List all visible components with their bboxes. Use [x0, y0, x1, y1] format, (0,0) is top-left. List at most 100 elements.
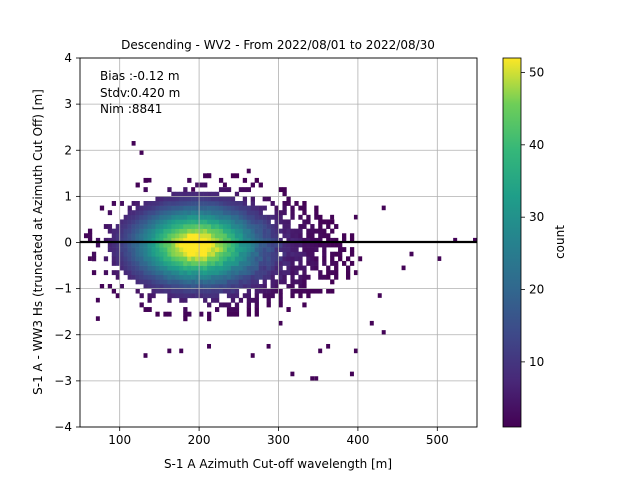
heatmap-cell: [199, 270, 204, 276]
heatmap-cell: [159, 210, 164, 216]
heatmap-cell: [163, 210, 168, 216]
heatmap-cell: [179, 191, 184, 197]
heatmap-cell: [179, 247, 184, 253]
heatmap-cell: [234, 242, 240, 248]
heatmap-cell: [266, 251, 271, 257]
heatmap-cell: [238, 237, 244, 243]
heatmap-cell: [250, 279, 255, 285]
heatmap-cell: [310, 233, 315, 239]
heatmap-cell: [211, 214, 216, 220]
heatmap-cell: [286, 270, 291, 276]
heatmap-cell: [143, 214, 148, 220]
heatmap-cell: [203, 228, 208, 234]
heatmap-cell: [242, 200, 248, 206]
heatmap-cell: [151, 256, 156, 262]
heatmap-cell: [203, 237, 208, 243]
heatmap-cell: [175, 270, 180, 276]
heatmap-cell: [262, 279, 267, 285]
heatmap-cell: [214, 288, 220, 294]
heatmap-cell: [199, 251, 204, 257]
heatmap-cell: [123, 242, 128, 248]
heatmap-cell: [187, 200, 192, 206]
heatmap-cell: [171, 260, 176, 266]
heatmap-cell: [199, 247, 204, 253]
heatmap-outlier-cell: [369, 320, 374, 326]
heatmap-cell: [135, 256, 140, 262]
heatmap-cell: [139, 265, 144, 271]
heatmap-cell: [151, 224, 156, 229]
heatmap-cell: [139, 237, 144, 243]
heatmap-cell: [226, 200, 232, 206]
heatmap-cell: [282, 233, 287, 239]
heatmap-cell: [258, 214, 263, 220]
heatmap-cell: [290, 279, 295, 285]
heatmap-cell: [159, 200, 164, 206]
heatmap-cell: [191, 293, 196, 299]
heatmap-cell: [222, 237, 228, 243]
heatmap-cell: [175, 205, 180, 211]
heatmap-cell: [203, 260, 208, 266]
heatmap-cell: [270, 284, 275, 289]
heatmap-cell: [103, 270, 109, 276]
heatmap-cell: [226, 279, 232, 285]
heatmap-cell: [218, 200, 224, 206]
heatmap-cell: [207, 260, 212, 266]
heatmap-cell: [155, 210, 160, 216]
heatmap-cell: [207, 214, 212, 220]
heatmap-cell: [127, 219, 132, 225]
heatmap-cell: [302, 200, 307, 206]
heatmap-cell: [214, 297, 220, 303]
heatmap-cell: [258, 237, 263, 243]
heatmap-cell: [230, 251, 236, 257]
heatmap-cell: [262, 233, 267, 239]
heatmap-cell: [187, 228, 192, 234]
heatmap-cell: [326, 219, 331, 225]
heatmap-cell: [314, 237, 319, 243]
heatmap-cell: [95, 237, 101, 243]
heatmap-cell: [143, 260, 148, 266]
heatmap-cell: [234, 279, 240, 285]
heatmap-cell: [179, 233, 184, 239]
heatmap-cell: [318, 233, 323, 239]
heatmap-cell: [234, 219, 240, 225]
heatmap-cell: [282, 247, 287, 253]
heatmap-cell: [203, 242, 208, 248]
heatmap-cell: [167, 187, 172, 193]
heatmap-cell: [155, 279, 160, 285]
heatmap-cell: [211, 265, 216, 271]
colorbar-tick-label: 50: [529, 65, 544, 79]
heatmap-cell: [175, 274, 180, 280]
heatmap-cell: [286, 260, 291, 266]
heatmap-cell: [175, 191, 180, 197]
heatmap-cell: [191, 228, 196, 234]
heatmap-cell: [230, 247, 236, 253]
heatmap-cell: [107, 284, 113, 289]
heatmap-cell: [322, 256, 327, 262]
heatmap-cell: [230, 242, 236, 248]
heatmap-cell: [147, 237, 152, 243]
heatmap-cell: [155, 196, 160, 202]
heatmap-cell: [258, 284, 263, 289]
heatmap-cell: [246, 284, 252, 289]
heatmap-cell: [250, 219, 255, 225]
heatmap-cell: [183, 247, 188, 253]
heatmap-cell: [159, 274, 164, 280]
heatmap-cell: [199, 214, 204, 220]
heatmap-cell: [314, 242, 319, 248]
heatmap-outlier-cell: [87, 256, 92, 261]
heatmap-cell: [234, 228, 240, 234]
heatmap-cell: [167, 210, 172, 216]
heatmap-cell: [179, 228, 184, 234]
heatmap-cell: [175, 247, 180, 253]
heatmap-cell: [214, 260, 220, 266]
heatmap-cell: [218, 214, 224, 220]
heatmap-cell: [226, 270, 232, 276]
heatmap-cell: [342, 237, 347, 243]
heatmap-cell: [159, 237, 164, 243]
heatmap-cell: [171, 228, 176, 234]
heatmap-cell: [218, 274, 224, 280]
heatmap-cell: [294, 237, 299, 243]
heatmap-cell: [266, 274, 271, 280]
heatmap-cell: [226, 260, 232, 266]
heatmap-cell: [254, 260, 259, 266]
